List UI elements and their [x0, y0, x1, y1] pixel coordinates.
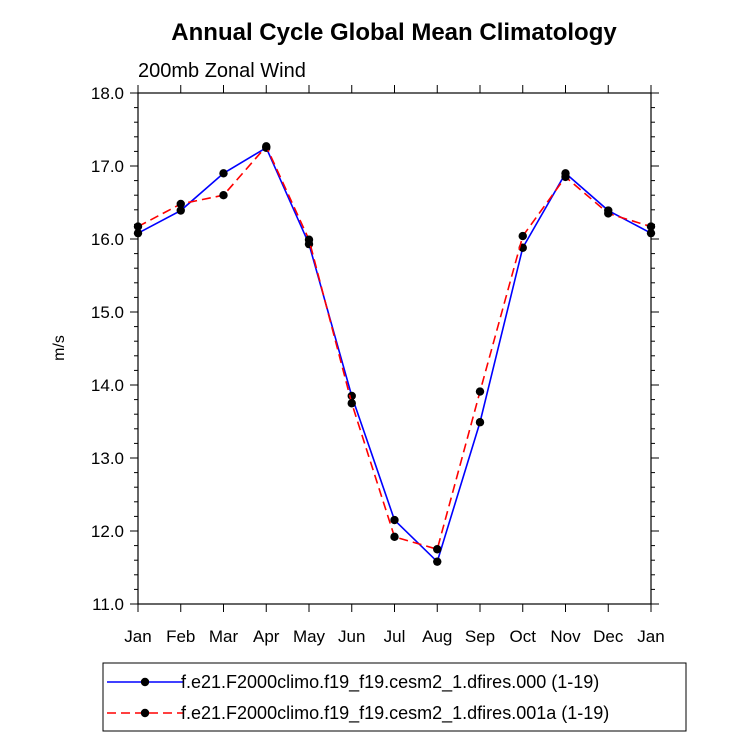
x-tick-label: Jun — [338, 627, 365, 646]
y-tick-label: 15.0 — [91, 303, 124, 322]
x-tick-label: Aug — [422, 627, 452, 646]
data-point — [475, 387, 485, 396]
chart-title: Annual Cycle Global Mean Climatology — [171, 19, 617, 46]
x-tick-label: Mar — [209, 627, 239, 646]
data-point — [347, 399, 356, 408]
series-line — [137, 146, 652, 564]
data-point — [433, 545, 442, 554]
series-layer — [133, 142, 656, 566]
x-tick-label: Jul — [384, 627, 406, 646]
data-point — [646, 222, 656, 231]
data-point — [390, 532, 399, 542]
data-point — [133, 222, 143, 231]
legend-marker — [140, 708, 150, 718]
y-tick-label: 18.0 — [91, 84, 124, 103]
x-tick-label: May — [293, 627, 326, 646]
x-tick-label: Nov — [550, 627, 581, 646]
x-tick-label: Apr — [253, 627, 280, 646]
data-point — [304, 235, 314, 244]
x-tick-label: Jan — [637, 627, 664, 646]
series-1 — [133, 142, 656, 554]
legend-box — [102, 662, 687, 732]
x-tick-label: Dec — [593, 627, 624, 646]
y-tick-label: 17.0 — [91, 157, 124, 176]
chart-subtitle: 200mb Zonal Wind — [138, 60, 306, 82]
y-tick-label: 16.0 — [91, 230, 124, 249]
x-tick-label: Jan — [124, 627, 151, 646]
legend-marker — [140, 677, 150, 687]
y-tick-label: 13.0 — [91, 449, 124, 468]
y-tick-label: 11.0 — [92, 595, 124, 614]
plot-frame — [137, 92, 652, 605]
series-0 — [133, 143, 656, 566]
data-point — [646, 228, 656, 238]
y-tick-label: 12.0 — [91, 522, 124, 541]
x-tick-label: Oct — [510, 627, 537, 646]
data-point — [347, 391, 356, 401]
data-point — [176, 206, 185, 215]
data-point — [518, 231, 527, 241]
y-axis-label: m/s — [51, 335, 68, 361]
legend-label: f.e21.F2000climo.f19_f19.cesm2_1.dfires.… — [181, 703, 609, 724]
data-point — [176, 199, 185, 209]
data-point — [604, 209, 613, 218]
data-point — [433, 557, 442, 566]
data-point — [561, 172, 570, 182]
data-point — [475, 418, 485, 427]
series-line — [137, 144, 652, 551]
data-point — [390, 515, 399, 525]
data-point — [219, 191, 228, 200]
x-tick-label: Sep — [465, 627, 495, 646]
data-point — [262, 142, 271, 151]
legend: f.e21.F2000climo.f19_f19.cesm2_1.dfires.… — [102, 662, 687, 732]
axes: 11.0 12.0 13.0 14.0 15.0 16.0 17.0 18.0 Jan Feb Ma… — [91, 84, 665, 646]
data-point — [219, 169, 228, 178]
y-tick-label: 14.0 — [91, 376, 124, 395]
x-tick-label: Feb — [166, 627, 195, 646]
legend-label: f.e21.F2000climo.f19_f19.cesm2_1.dfires.… — [181, 672, 599, 693]
data-point — [133, 228, 143, 238]
